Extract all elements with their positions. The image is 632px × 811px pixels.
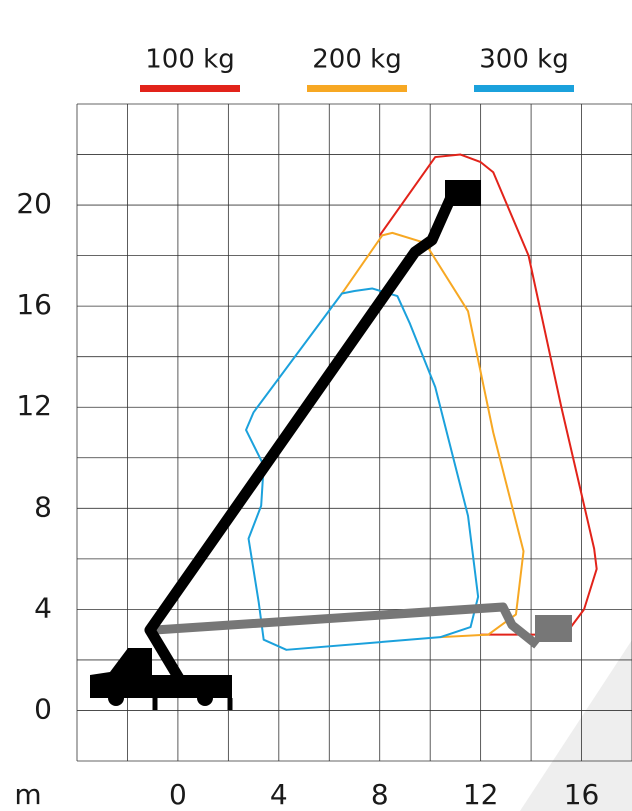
- platform-raised: [445, 180, 481, 206]
- y-tick-label: 12: [16, 389, 52, 422]
- boom-lowered: [155, 607, 537, 645]
- x-tick-label: 8: [371, 778, 389, 811]
- legend-swatch: [307, 85, 407, 92]
- legend-label: 300 kg: [479, 45, 568, 75]
- x-tick-label: 0: [169, 778, 187, 811]
- chart: m 0 4 8 12 16 0 4 8 12 16 20 100 kg 200 kg 300 kg: [0, 0, 632, 811]
- legend-swatch: [474, 85, 574, 92]
- platform-lowered: [535, 615, 572, 642]
- wheel: [197, 690, 213, 706]
- envelope-line: [342, 233, 524, 637]
- legend-label: 100 kg: [145, 45, 234, 75]
- grid: [77, 104, 632, 761]
- x-tick-label: 4: [270, 778, 288, 811]
- y-tick-label: 0: [34, 692, 52, 725]
- y-tick-label: 4: [34, 591, 52, 624]
- y-tick-label: 20: [16, 187, 52, 220]
- machine: [90, 180, 572, 710]
- wheel: [108, 690, 124, 706]
- y-tick-label: 16: [16, 288, 52, 321]
- envelopes: [246, 155, 597, 650]
- y-tick-label: 8: [34, 490, 52, 523]
- legend-label: 200 kg: [312, 45, 401, 75]
- x-axis-label: m: [14, 778, 41, 811]
- boom-raised: [150, 195, 452, 680]
- legend-swatch: [140, 85, 240, 92]
- x-tick-label: 12: [463, 778, 499, 811]
- envelope-line: [380, 155, 597, 635]
- x-tick-label: 16: [564, 778, 600, 811]
- envelope-line: [246, 288, 478, 649]
